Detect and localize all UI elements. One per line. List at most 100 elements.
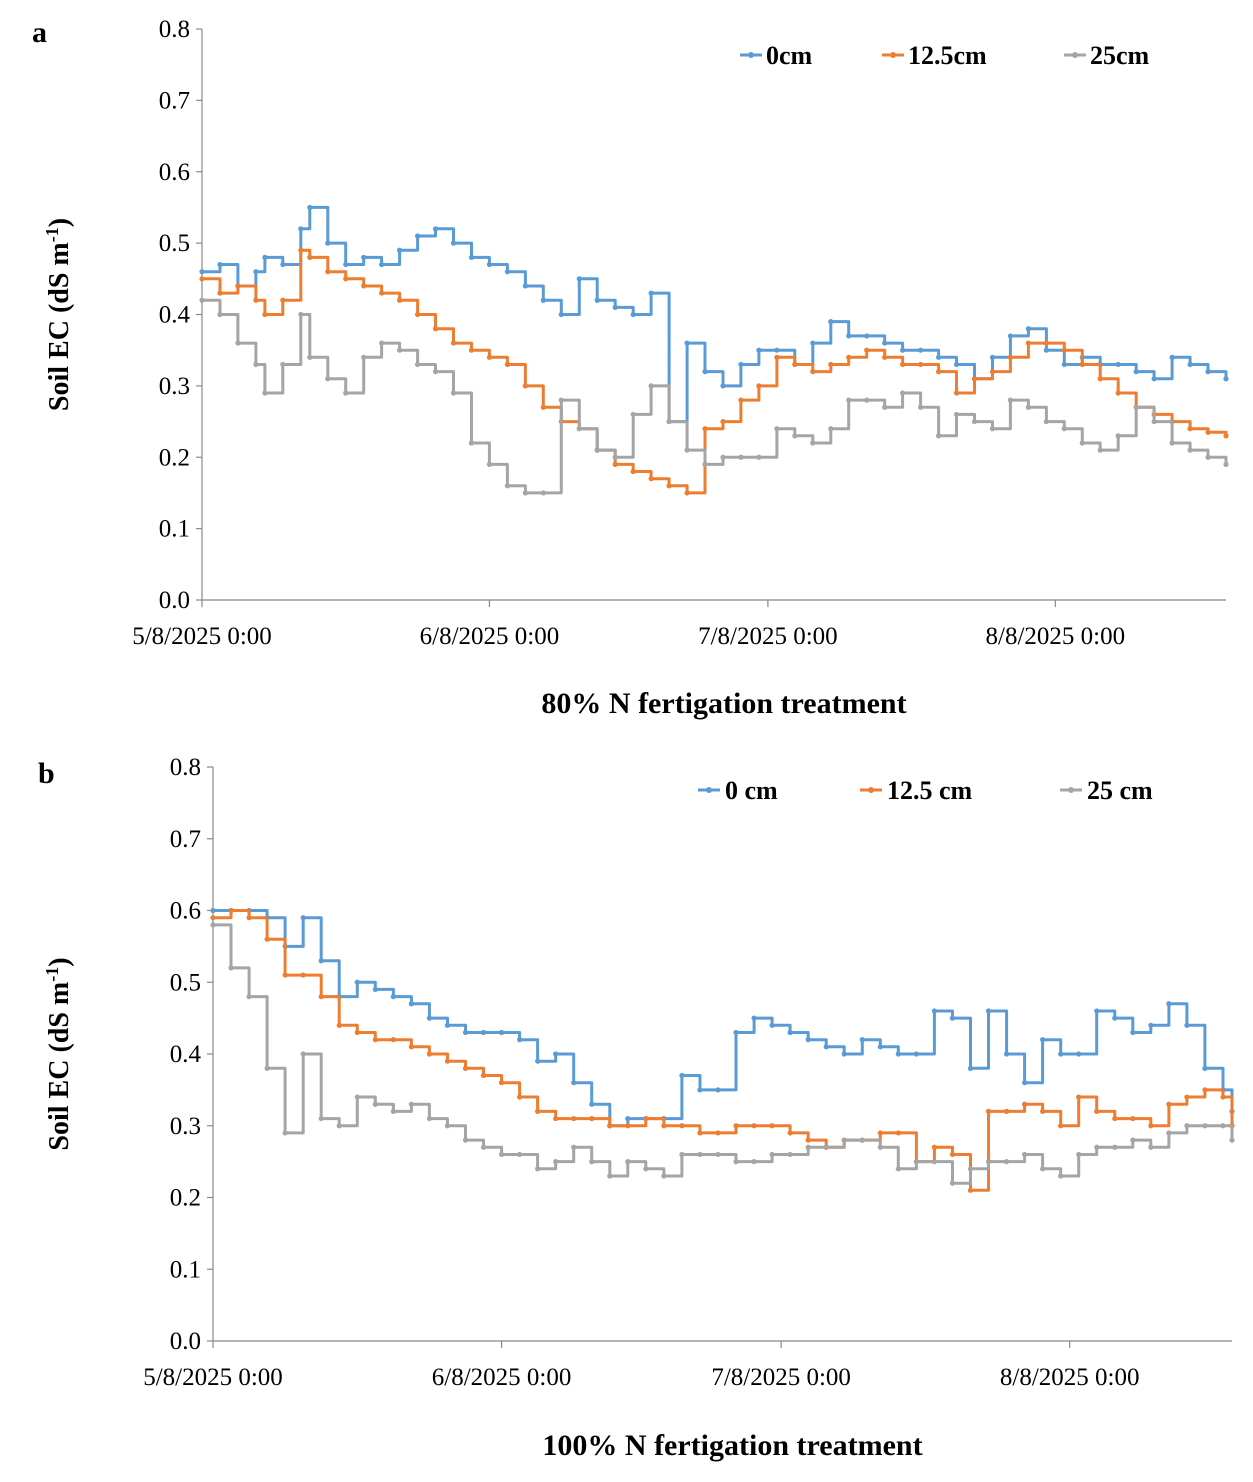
data-point (702, 461, 708, 467)
data-point (1220, 1094, 1226, 1100)
data-point (1115, 390, 1121, 396)
data-point (1043, 418, 1049, 425)
data-point (1058, 1051, 1064, 1057)
y-axis-title: Soil EC (dS m-1) (42, 218, 75, 411)
data-point (697, 1087, 703, 1093)
data-point (859, 1137, 865, 1143)
data-point (253, 297, 259, 303)
x-axis-title: 100% N fertigation treatment (542, 1429, 922, 1462)
data-point (397, 297, 403, 303)
data-point (953, 390, 960, 396)
data-point (630, 311, 636, 318)
data-point (828, 319, 834, 325)
y-tick-label: 0.7 (159, 87, 190, 114)
y-tick-label: 0.4 (159, 302, 191, 329)
legend-marker (748, 52, 754, 58)
data-point (522, 383, 528, 389)
data-point (967, 1187, 974, 1193)
data-point (468, 440, 475, 446)
data-point (199, 269, 205, 275)
data-point (432, 369, 439, 375)
data-point (1003, 1108, 1010, 1114)
data-point (264, 1065, 270, 1071)
data-point (280, 261, 286, 268)
data-point (571, 1144, 577, 1150)
data-point (354, 1029, 360, 1036)
data-point (810, 369, 816, 375)
data-point (985, 1108, 992, 1114)
data-point (769, 1022, 775, 1028)
data-point (751, 1015, 757, 1021)
data-point (715, 1087, 721, 1093)
data-point (720, 383, 726, 389)
data-point (1040, 1166, 1046, 1172)
data-point (643, 1115, 649, 1122)
data-point (917, 404, 924, 410)
data-point (379, 290, 385, 296)
data-point (1202, 1087, 1208, 1093)
data-point (280, 297, 286, 303)
data-point (630, 411, 636, 418)
data-point (1025, 326, 1031, 332)
data-point (967, 1065, 974, 1071)
data-point (895, 1130, 901, 1136)
data-point (1007, 397, 1014, 403)
data-point (1148, 1123, 1154, 1129)
data-point (1184, 1022, 1190, 1028)
data-point (462, 1137, 469, 1143)
legend-marker (868, 787, 874, 793)
series-a-3 (199, 297, 1229, 496)
data-point (738, 361, 744, 368)
data-point (540, 404, 546, 410)
data-point (1220, 1123, 1226, 1129)
data-point (444, 1058, 451, 1064)
data-point (864, 397, 870, 403)
data-point (379, 261, 385, 268)
data-point (444, 1123, 451, 1129)
data-point (989, 426, 996, 432)
data-point (540, 297, 546, 303)
data-point (846, 397, 852, 403)
data-point (426, 1051, 433, 1057)
data-point (859, 1037, 865, 1043)
data-point (666, 483, 672, 489)
y-tick-label: 0.8 (170, 754, 201, 781)
y-tick-label: 0.2 (170, 1185, 201, 1212)
data-point (444, 1022, 451, 1028)
data-point (210, 907, 216, 914)
data-point (210, 915, 216, 921)
data-point (1205, 429, 1211, 435)
data-point (361, 354, 367, 360)
data-point (648, 290, 654, 296)
data-point (900, 347, 906, 353)
y-tick-label: 0.3 (159, 373, 190, 400)
data-point (895, 1166, 901, 1172)
x-tick-label: 7/8/2025 0:00 (711, 1364, 851, 1391)
data-point (648, 383, 654, 389)
data-point (1097, 376, 1103, 382)
data-point (985, 1159, 992, 1165)
data-point (1021, 1151, 1028, 1158)
data-point (607, 1123, 613, 1129)
data-point (679, 1072, 685, 1079)
data-point (1223, 461, 1229, 467)
panel-a-chart: a 0.0 0.1 0.2 0.3 0.4 0.5 0.6 0.7 0.8 5/8/2025 0:… (32, 16, 1229, 720)
data-point (769, 1151, 775, 1158)
x-tick-label: 7/8/2025 0:00 (698, 623, 838, 650)
data-point (1130, 1137, 1136, 1143)
data-point (414, 311, 421, 318)
y-tick-label: 0.1 (159, 516, 190, 543)
data-point (661, 1123, 667, 1129)
data-point (1115, 433, 1121, 439)
data-point (751, 1123, 757, 1129)
data-point (498, 1080, 505, 1086)
legend-label: 12.5 cm (887, 776, 973, 805)
data-point (679, 1151, 685, 1158)
data-point (702, 369, 708, 375)
data-point (931, 1159, 938, 1165)
data-point (522, 283, 528, 289)
x-tick-label: 6/8/2025 0:00 (432, 1364, 572, 1391)
data-point (1003, 1051, 1010, 1057)
data-point (971, 418, 978, 425)
